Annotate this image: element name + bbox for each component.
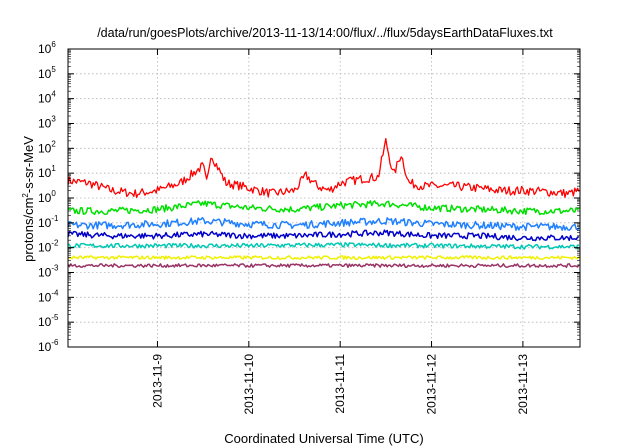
x-tick-label: 2013-11-11 [333, 354, 347, 414]
y-axis-title-base: protons/cm [21, 198, 36, 262]
y-tick-label: 10-4 [38, 288, 59, 304]
x-tick-label: 2013-11-10 [242, 354, 256, 415]
y-tick-label: 10-2 [38, 239, 59, 255]
y-axis-title-exp: 2 [21, 193, 30, 198]
y-axis-title-rest: -s-sr-MeV [21, 136, 36, 193]
y-tick-label: 104 [38, 90, 56, 106]
x-tick-label: 2013-11-13 [516, 354, 530, 415]
y-tick-label: 105 [38, 65, 56, 81]
x-tick-label: 2013-11-12 [425, 354, 439, 415]
series-line [67, 138, 580, 198]
y-tick-label: 10-1 [38, 214, 59, 230]
y-tick-label: 103 [38, 115, 56, 131]
series-layer [67, 138, 580, 269]
series-line [67, 263, 580, 269]
series-line [67, 216, 580, 232]
y-axis-title: protons/cm2-s-sr-MeV [21, 136, 36, 262]
y-axis: 10-6 10-5 10-4 10-3 10-2 10-1 100 101 102 103 104 1… [38, 40, 580, 354]
grid [68, 49, 580, 347]
y-tick-label: 10-3 [38, 264, 59, 280]
series-line [67, 241, 580, 250]
y-tick-label: 10-5 [38, 313, 59, 329]
chart-title: /data/run/goesPlots/archive/2013-11-13/1… [97, 26, 553, 40]
y-tick-label: 102 [38, 139, 56, 155]
x-axis: 2013-11-9 2013-11-10 2013-11-11 2013-11-12 2… [150, 49, 530, 415]
x-tick-label: 2013-11-9 [150, 354, 164, 408]
y-tick-label: 100 [38, 189, 56, 205]
y-tick-label: 101 [38, 164, 56, 180]
y-tick-label: 106 [38, 40, 56, 56]
y-tick-label: 10-6 [38, 338, 59, 354]
series-line [67, 200, 580, 216]
series-line [68, 255, 580, 261]
series-line [67, 229, 580, 242]
x-axis-title: Coordinated Universal Time (UTC) [224, 431, 423, 446]
